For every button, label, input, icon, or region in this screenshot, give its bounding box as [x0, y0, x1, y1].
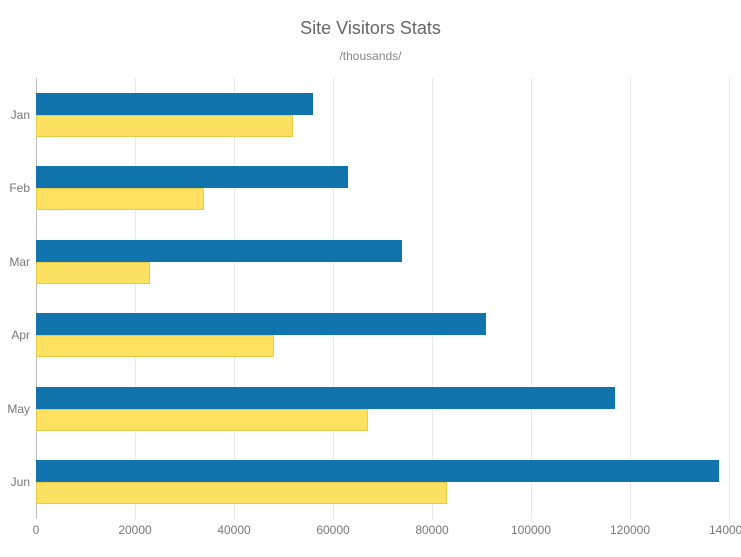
x-tick-label: 80000	[415, 523, 448, 537]
y-tick-label: Apr	[0, 328, 30, 342]
bar-series-b	[36, 409, 368, 431]
x-tick-label: 20000	[118, 523, 151, 537]
x-tick-label: 60000	[316, 523, 349, 537]
chart-subtitle: /thousands/	[10, 49, 731, 63]
gridline	[729, 78, 730, 519]
plot-area	[36, 78, 729, 519]
y-tick-label: Jan	[0, 108, 30, 122]
chart-title: Site Visitors Stats	[10, 18, 731, 39]
bar-series-b	[36, 262, 150, 284]
bar-series-a	[36, 460, 719, 482]
bar-series-b	[36, 482, 447, 504]
y-tick-label: Mar	[0, 255, 30, 269]
y-tick-label: May	[0, 402, 30, 416]
bar-series-b	[36, 115, 293, 137]
x-tick-label: 40000	[217, 523, 250, 537]
bars-layer	[36, 78, 729, 519]
bar-series-a	[36, 93, 313, 115]
x-tick-label: 140000	[709, 523, 741, 537]
y-tick-label: Jun	[0, 475, 30, 489]
bar-series-b	[36, 188, 204, 210]
x-axis-labels: 020000400006000080000100000120000140000	[36, 523, 729, 543]
bar-series-a	[36, 387, 615, 409]
x-tick-label: 100000	[511, 523, 551, 537]
x-tick-label: 0	[33, 523, 40, 537]
x-tick-label: 120000	[610, 523, 650, 537]
y-axis-labels: Jan Feb Mar Apr May Jun	[0, 78, 32, 519]
site-visitors-chart: Site Visitors Stats /thousands/ Jan Feb Ma…	[0, 0, 741, 557]
bar-series-a	[36, 166, 348, 188]
bar-series-a	[36, 313, 486, 335]
bar-series-b	[36, 335, 274, 357]
y-tick-label: Feb	[0, 181, 30, 195]
bar-series-a	[36, 240, 402, 262]
